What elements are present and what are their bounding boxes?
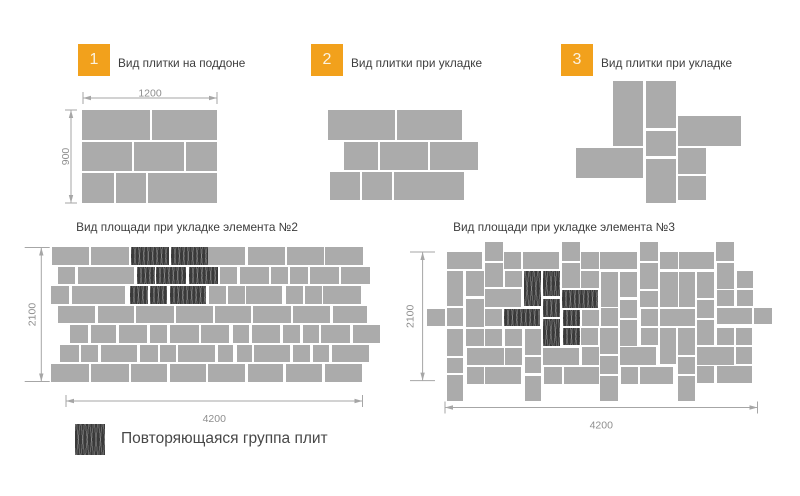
svg-text:1200: 1200 (138, 88, 162, 100)
svg-text:2100: 2100 (26, 303, 38, 327)
svg-text:4200: 4200 (590, 420, 614, 432)
svg-text:900: 900 (60, 148, 72, 166)
svg-text:4200: 4200 (203, 413, 227, 425)
svg-text:2100: 2100 (405, 304, 417, 328)
